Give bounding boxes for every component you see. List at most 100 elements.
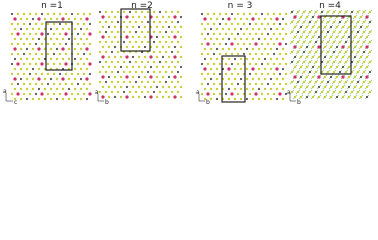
atom [10,52,14,56]
atom [101,35,105,39]
atom [341,25,345,29]
atom [140,20,144,24]
atom [79,37,83,41]
atom [353,75,357,79]
atom [233,57,237,61]
atom [308,90,312,94]
atom [281,37,285,41]
atom [161,65,165,69]
atom [152,90,156,94]
atom [254,72,258,76]
atom [107,45,111,49]
atom [137,25,141,29]
atom [254,12,258,16]
atom [329,95,333,99]
atom [82,62,86,66]
atom [104,10,108,14]
atom [350,80,354,84]
panel-label: n =2 [131,1,153,11]
atom [203,37,207,41]
atom [119,95,123,99]
atom [317,85,321,89]
atom [25,57,29,61]
atom [143,25,147,29]
atom [170,30,174,34]
atom [146,40,150,44]
atom [113,35,117,39]
atom [356,80,360,84]
atom [61,27,65,31]
atom [299,25,303,29]
atom [215,87,219,91]
atom [209,97,213,101]
atom [143,35,147,39]
atom [284,72,288,76]
atom [227,77,231,81]
atom [356,40,360,44]
atom [260,22,264,26]
atom [233,17,237,21]
atom [158,80,162,84]
atom [85,97,89,101]
atom [152,10,156,14]
atom [22,82,26,86]
atom [137,45,141,49]
atom [266,62,270,66]
atom [31,77,35,81]
atom [254,52,258,56]
atom [16,72,20,76]
atom [266,52,270,56]
atom [73,27,77,31]
atom [359,35,363,39]
atom [19,57,23,61]
atom [359,25,363,29]
atom [296,20,300,24]
atom [85,27,89,31]
atom [110,50,114,54]
atom [224,82,228,86]
atom [164,70,168,74]
atom [73,77,77,81]
atom [134,80,138,84]
atom [55,37,59,41]
atom [227,57,231,61]
atom [269,57,273,61]
atom [167,25,171,29]
atom [155,75,159,79]
atom [263,17,267,21]
atom [88,42,92,46]
axis-label: a [3,88,7,95]
atom [146,30,150,34]
atom [146,20,150,24]
atom [227,47,231,51]
atom [79,17,83,21]
atom [329,35,333,39]
atom [293,25,297,29]
atom [113,15,117,19]
atom [365,95,369,99]
atom [67,37,71,41]
atom [230,52,234,56]
atom [212,92,216,96]
atom [263,77,267,81]
atom [269,67,273,71]
atom [245,17,249,21]
atom [52,42,56,46]
atom [272,32,276,36]
atom [308,30,312,34]
atom [215,57,219,61]
atom [353,15,357,19]
atom [251,77,255,81]
atom [70,82,74,86]
atom [164,20,168,24]
atom [299,75,303,79]
atom [64,32,68,36]
atom [19,67,23,71]
atom [272,42,276,46]
atom [275,77,279,81]
atom [34,42,38,46]
atom [359,55,363,59]
atom [266,22,270,26]
atom [212,62,216,66]
atom [10,32,14,36]
